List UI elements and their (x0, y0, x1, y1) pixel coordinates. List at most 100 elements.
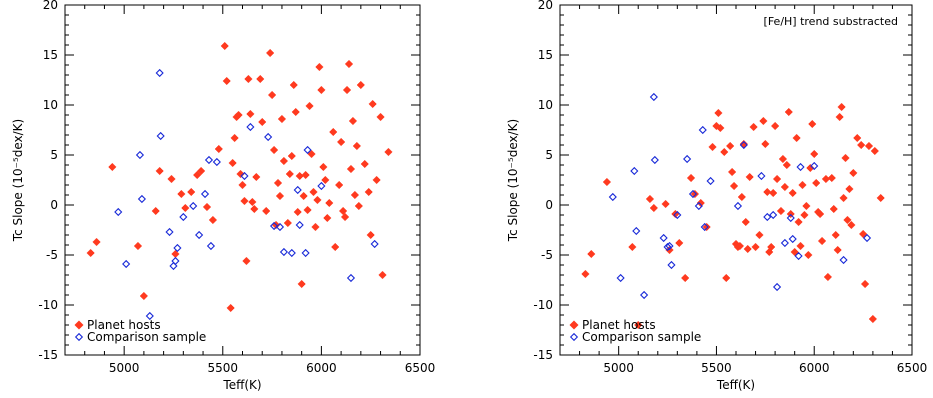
planet-host-point (806, 163, 815, 173)
comparison-point (173, 243, 182, 253)
planet-host-point (342, 85, 352, 95)
comparison-point (698, 125, 707, 135)
y-tick-label: 20 (538, 0, 553, 12)
y-tick-label: 20 (43, 0, 58, 12)
planet-host-point (319, 162, 328, 172)
planet-host-point (833, 245, 842, 255)
planet-host-point (350, 190, 360, 200)
planet-host-point (372, 175, 381, 185)
comparison-point (667, 260, 676, 270)
legend-planet-marker (74, 320, 84, 330)
comparison-point (195, 230, 204, 240)
planet-host-point (782, 160, 791, 170)
planet-host-point (794, 217, 803, 227)
planet-host-point (291, 107, 300, 117)
planet-host-point (870, 146, 879, 156)
comparison-point (630, 166, 639, 176)
planet-host-point (737, 192, 747, 202)
comparison-point (137, 194, 146, 204)
series-planet-hosts (86, 41, 393, 313)
planet-host-point (287, 151, 296, 161)
planet-host-point (745, 172, 754, 182)
planet-host-point (242, 256, 251, 266)
comparison-point (673, 210, 682, 220)
planet-host-point (690, 189, 700, 199)
planet-host-point (321, 175, 330, 185)
series-planet-hosts (581, 102, 885, 330)
planet-host-point (376, 112, 385, 122)
comparison-point (293, 185, 302, 195)
planet-host-point (256, 74, 265, 84)
planet-host-point (317, 85, 326, 95)
planet-host-point (226, 303, 235, 313)
planet-host-point (250, 204, 259, 214)
planet-host-point (155, 166, 164, 176)
planet-host-point (835, 112, 844, 122)
planet-host-point (297, 279, 306, 289)
planet-host-point (181, 203, 190, 213)
comparison-point (169, 261, 178, 271)
comparison-point (650, 155, 659, 165)
comparison-point (279, 247, 288, 257)
comparison-point (663, 242, 672, 252)
x-axis-label: Teff(K) (222, 378, 261, 392)
planet-host-point (864, 141, 874, 151)
planet-host-point (244, 74, 253, 84)
comparison-point (688, 189, 698, 199)
planet-host-point (352, 141, 362, 151)
planet-host-point (796, 241, 805, 251)
planet-host-point (720, 147, 729, 157)
planet-host-point (725, 141, 735, 151)
planet-host-point (735, 241, 745, 251)
planet-host-point (798, 180, 807, 190)
comparison-point (200, 189, 210, 199)
comparison-point (204, 155, 214, 165)
comparison-point (786, 213, 795, 223)
comparison-point (780, 238, 789, 248)
planet-host-point (860, 279, 870, 289)
planet-host-point (214, 144, 223, 154)
planet-host-point (360, 159, 369, 169)
y-tick-label: 0 (50, 198, 58, 212)
comparison-point (287, 248, 296, 258)
planet-host-point (289, 80, 298, 90)
planet-host-point (230, 133, 239, 143)
planet-host-point (827, 173, 836, 183)
y-tick-label: 15 (43, 48, 58, 62)
planet-host-point (196, 166, 206, 176)
planet-host-point (279, 156, 289, 166)
comparison-point (763, 212, 772, 222)
planet-host-point (329, 127, 338, 137)
planet-host-point (167, 174, 176, 184)
planet-host-point (790, 247, 799, 257)
planet-host-point (661, 199, 670, 209)
planet-host-point (240, 196, 249, 206)
planet-host-point (767, 242, 776, 252)
planet-host-point (378, 270, 387, 280)
planet-host-point (769, 188, 778, 198)
y-tick-label: 5 (545, 148, 553, 162)
comparison-point (694, 201, 703, 211)
panel-annotation: [Fe/H] trend substracted (764, 15, 898, 28)
comparison-point (862, 233, 872, 243)
planet-host-point (334, 180, 344, 190)
comparison-point (683, 154, 692, 164)
comparison-point (772, 282, 782, 292)
legend-planet-marker (569, 320, 579, 330)
legend-comparison-label: Comparison sample (87, 330, 206, 344)
planet-host-point (384, 147, 393, 157)
planet-host-point (338, 206, 348, 216)
planet-host-point (831, 230, 840, 240)
planet-host-point (265, 48, 275, 58)
planet-host-point (841, 153, 850, 163)
legend-planet-label: Planet hosts (582, 318, 656, 332)
series-comparison-sample (608, 92, 872, 300)
planet-host-point (354, 201, 364, 211)
planet-host-point (299, 191, 308, 201)
x-tick-label: 5000 (603, 361, 634, 375)
planet-host-point (702, 222, 711, 232)
legend-comparison-marker (74, 332, 84, 342)
planet-host-point (331, 242, 340, 252)
planet-host-point (581, 269, 590, 279)
planet-host-point (325, 198, 334, 208)
